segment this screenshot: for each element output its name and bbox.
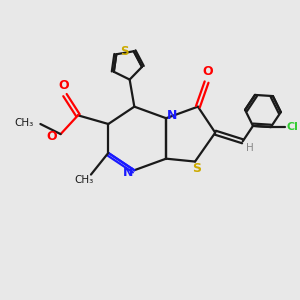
Text: S: S [120,45,128,58]
Text: CH₃: CH₃ [14,118,33,128]
Text: S: S [192,162,201,175]
Text: N: N [167,109,178,122]
Text: H: H [246,143,254,153]
Text: N: N [123,166,133,179]
Text: O: O [46,130,57,143]
Text: Cl: Cl [287,122,298,132]
Text: O: O [58,79,69,92]
Text: CH₃: CH₃ [74,175,93,185]
Text: O: O [203,65,213,78]
